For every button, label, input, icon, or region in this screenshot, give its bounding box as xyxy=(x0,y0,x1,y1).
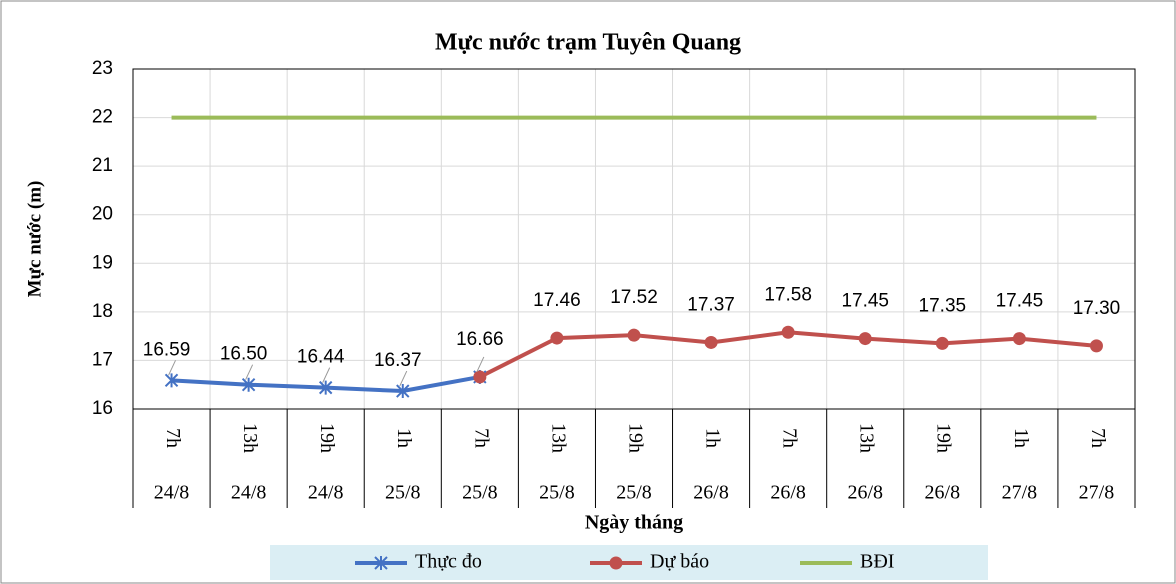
data-label: 17.35 xyxy=(919,295,967,316)
x-group-label: 26/8 xyxy=(847,482,883,504)
x-tick-label: 1h xyxy=(701,428,723,448)
x-group-label: 24/8 xyxy=(154,482,190,504)
leader-line xyxy=(245,364,254,380)
x-group-label: 25/8 xyxy=(539,482,575,504)
marker xyxy=(164,373,179,388)
x-tick-label: 13h xyxy=(547,423,569,453)
data-label: 16.44 xyxy=(297,347,345,368)
marker xyxy=(627,328,641,342)
x-group-label: 26/8 xyxy=(925,482,961,504)
data-label: 17.58 xyxy=(764,284,812,305)
data-label: 16.66 xyxy=(456,329,504,350)
marker xyxy=(473,370,487,384)
x-tick-label: 19h xyxy=(316,423,338,453)
x-group-label: 26/8 xyxy=(770,482,806,504)
marker xyxy=(858,332,872,346)
y-tick-label: 22 xyxy=(92,107,113,128)
data-label: 17.52 xyxy=(610,287,658,308)
x-group-label: 25/8 xyxy=(616,482,652,504)
x-axis-title: Ngày tháng xyxy=(585,512,683,534)
leader-line xyxy=(399,370,408,387)
x-group-label: 24/8 xyxy=(308,482,344,504)
data-label: 16.59 xyxy=(143,339,191,360)
marker xyxy=(1089,339,1103,353)
x-group-label: 26/8 xyxy=(693,482,729,504)
legend-label: BĐI xyxy=(860,551,894,573)
plot-border xyxy=(132,68,1136,410)
y-tick-label: 23 xyxy=(92,58,113,79)
marker xyxy=(396,384,410,399)
x-group-label: 25/8 xyxy=(385,482,421,504)
data-label: 16.37 xyxy=(374,350,422,371)
x-tick-label: 7h xyxy=(779,428,801,448)
marker xyxy=(550,331,564,345)
x-tick-label: 7h xyxy=(1087,428,1109,448)
y-tick-label: 17 xyxy=(92,349,113,370)
marker xyxy=(1012,332,1026,346)
marker xyxy=(781,325,795,339)
chart-title: Mực nước trạm Tuyên Quang xyxy=(435,30,741,56)
x-tick-label: 1h xyxy=(1010,428,1032,448)
x-group-label: 27/8 xyxy=(1079,482,1115,504)
data-label: 16.50 xyxy=(220,344,268,365)
y-tick-label: 21 xyxy=(92,155,113,176)
x-group-label: 27/8 xyxy=(1002,482,1038,504)
x-group-label: 24/8 xyxy=(231,482,267,504)
marker xyxy=(935,336,949,350)
y-tick-label: 16 xyxy=(92,398,113,419)
x-tick-label: 7h xyxy=(470,428,492,448)
data-label: 17.45 xyxy=(996,291,1044,312)
leader-line xyxy=(168,360,176,376)
y-tick-label: 20 xyxy=(92,204,113,225)
data-label: 17.46 xyxy=(533,290,581,311)
x-tick-label: 19h xyxy=(624,423,646,453)
legend-label: Dự báo xyxy=(650,551,709,573)
data-label: 17.45 xyxy=(841,291,889,312)
legend-label: Thực đo xyxy=(415,551,482,573)
x-tick-label: 19h xyxy=(933,423,955,453)
leader-line xyxy=(476,356,485,373)
x-tick-label: 13h xyxy=(856,423,878,453)
data-label: 17.37 xyxy=(687,294,735,315)
legend-marker xyxy=(609,556,623,570)
x-tick-label: 13h xyxy=(239,423,261,453)
x-tick-label: 7h xyxy=(162,428,184,448)
leader-line xyxy=(322,367,331,383)
marker xyxy=(318,380,333,395)
x-group-label: 25/8 xyxy=(462,482,498,504)
y-tick-label: 19 xyxy=(92,252,113,273)
y-tick-label: 18 xyxy=(92,301,113,322)
marker xyxy=(241,377,256,392)
x-tick-label: 1h xyxy=(393,428,415,448)
y-axis-title: Mực nước (m) xyxy=(24,181,45,298)
marker xyxy=(704,335,718,349)
data-label: 17.30 xyxy=(1073,298,1121,319)
legend-marker xyxy=(374,556,388,570)
